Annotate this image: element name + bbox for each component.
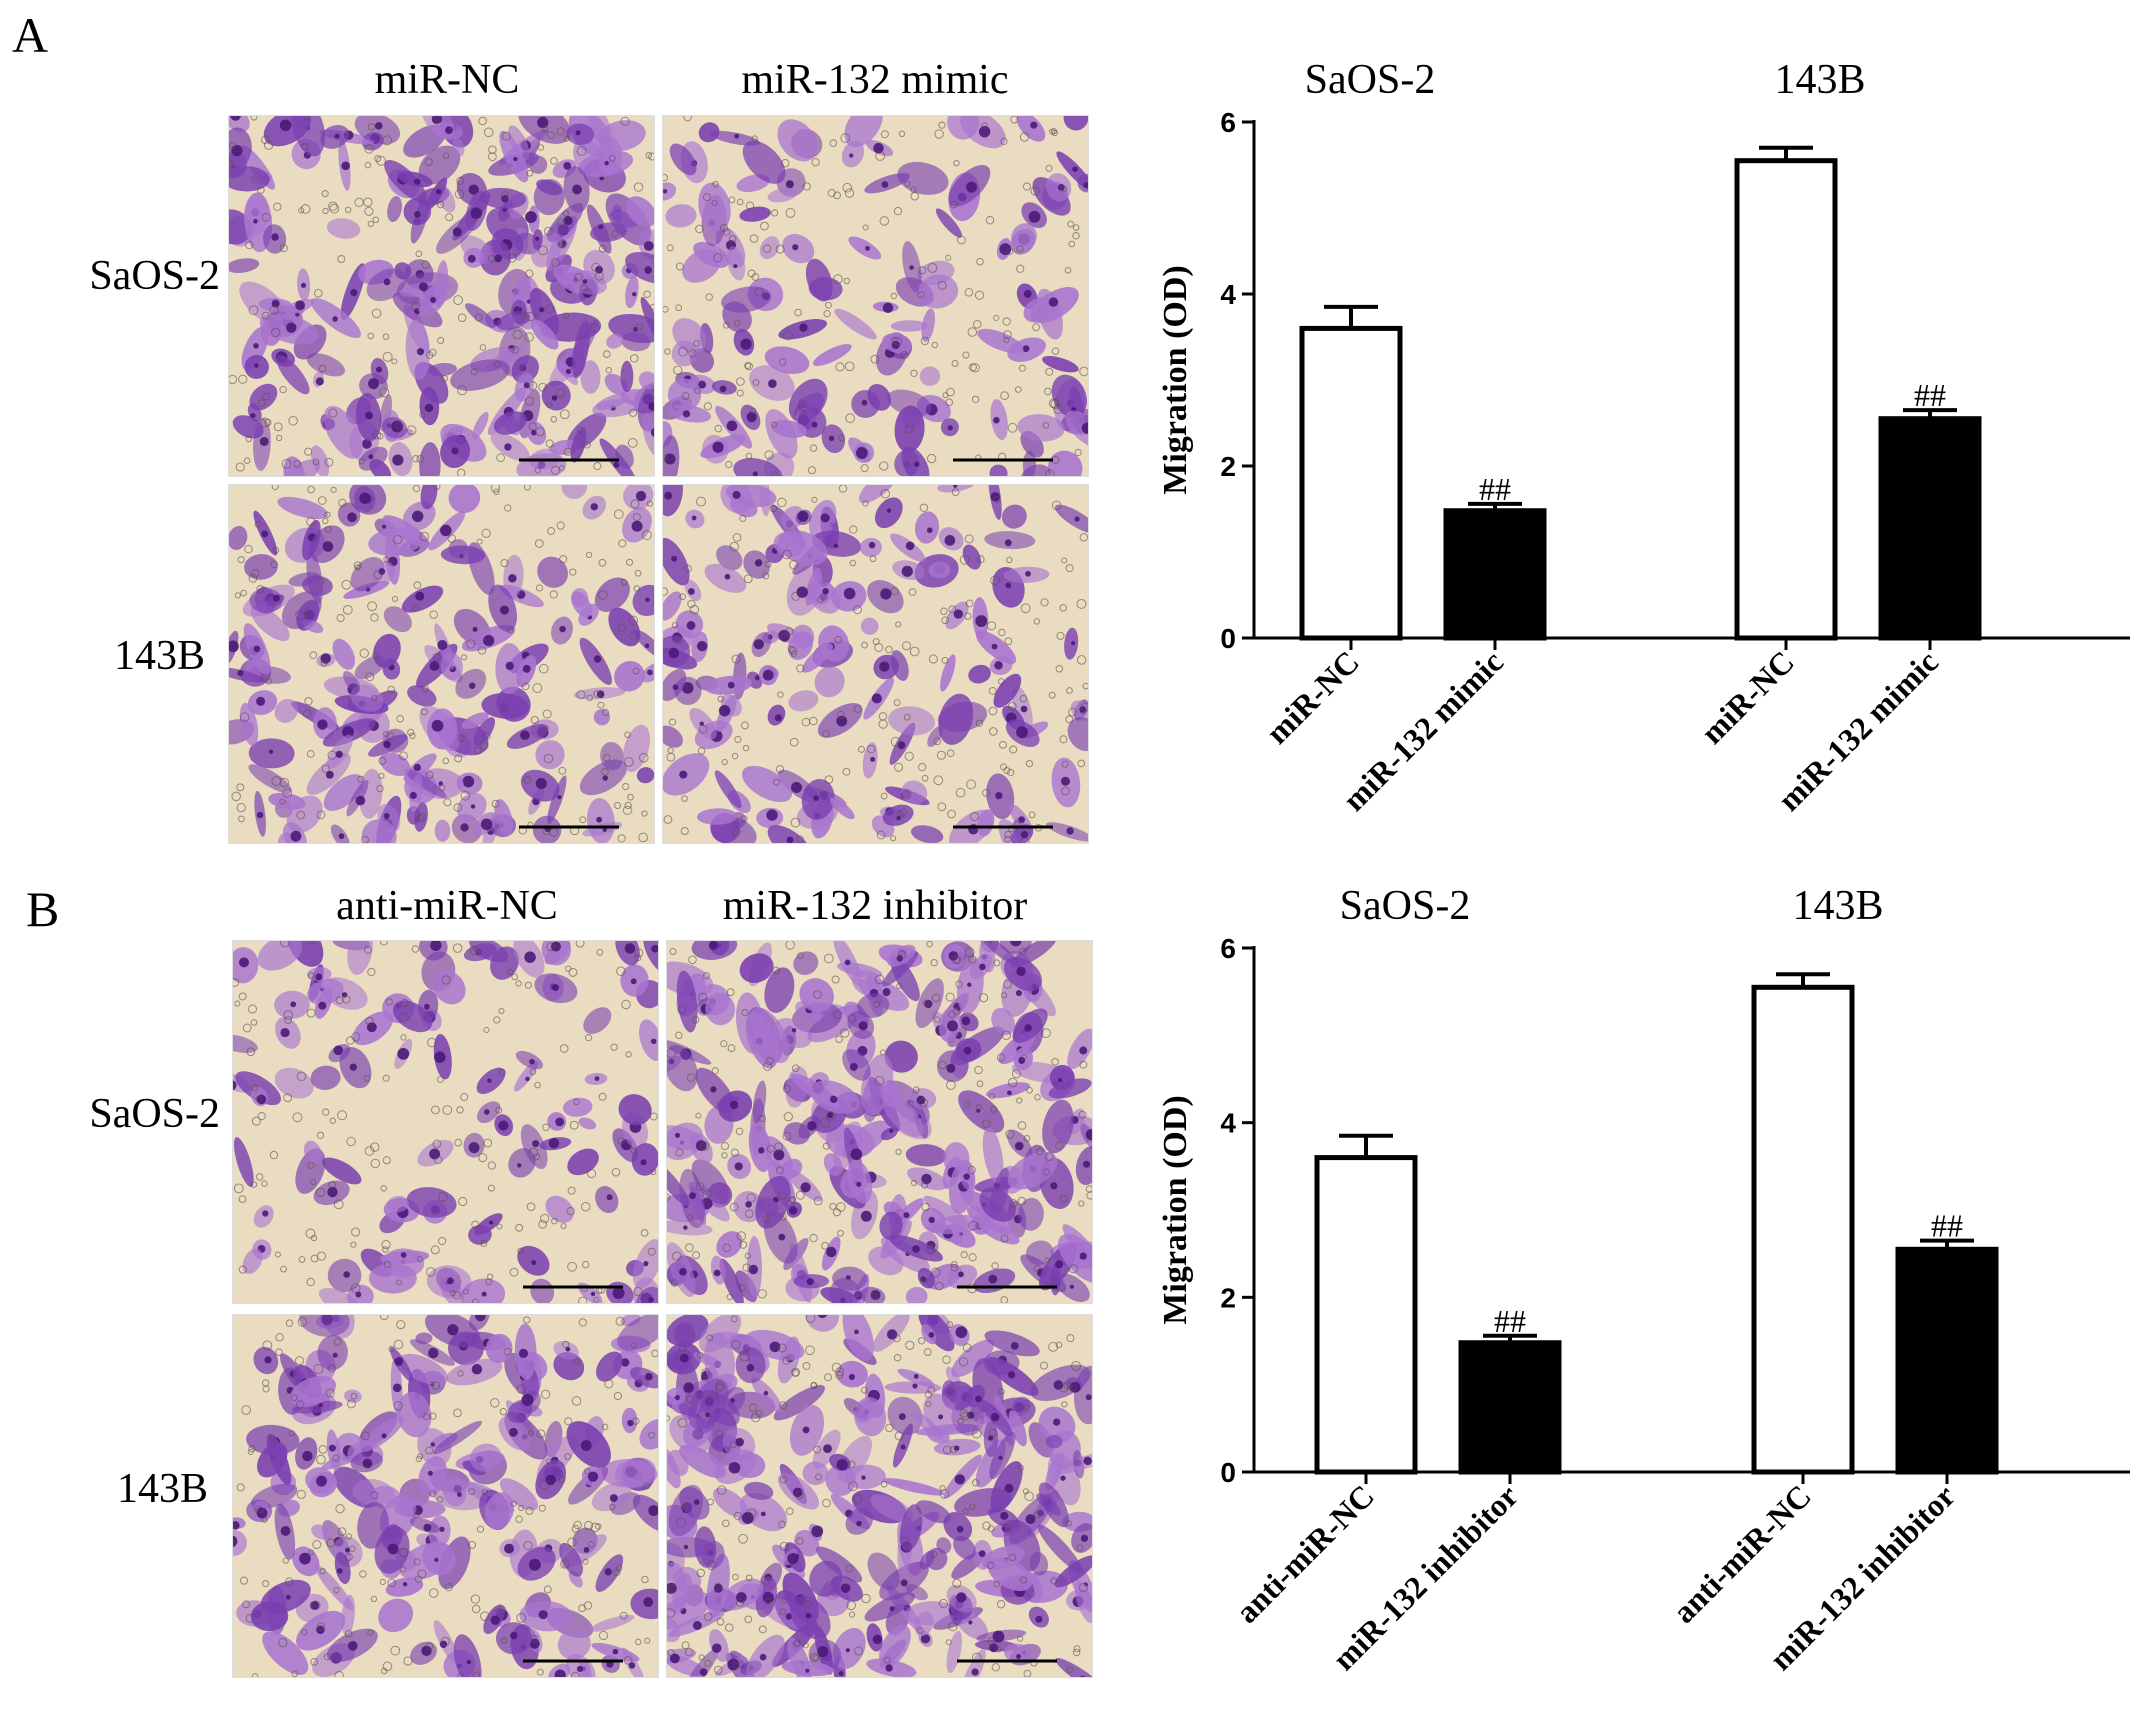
micrograph-texture [233,1315,658,1677]
bar-treatment [1458,1340,1562,1475]
column-title-mir-132-mimic: miR-132 mimic [741,57,1009,103]
row-label-143b: 143B [113,633,205,679]
y-tick-label: 4 [1220,279,1236,310]
micrograph-a-143b-control [228,484,655,844]
micrograph-b-saos2-control [232,940,659,1304]
x-tick-label: anti-miR-NC [1229,1477,1381,1629]
x-tick-label: miR-NC [1259,643,1366,750]
row-label-saos-2: SaOS-2 [89,253,220,299]
significance-annotation: ## [1931,1208,1963,1244]
chart-a-group-title-143b: 143B [1774,57,1866,103]
y-tick-label: 6 [1220,107,1236,138]
chart-b-group-title-143b: 143B [1792,883,1884,929]
significance-annotation: ## [1914,377,1946,413]
y-tick-label: 4 [1220,1108,1236,1139]
micrograph-texture [667,1315,1092,1677]
y-tick-label: 2 [1220,451,1236,482]
column-title-anti-mir-nc: anti-miR-NC [336,883,558,929]
micrograph-b-saos2-inhibitor [666,940,1093,1304]
x-tick-label: anti-miR-NC [1666,1477,1818,1629]
significance-annotation: ## [1479,471,1511,507]
micrograph-texture [663,116,1088,476]
row-label-saos-2: SaOS-2 [89,1091,220,1137]
micrograph-texture [663,485,1088,843]
micrograph-texture [233,941,658,1303]
bar-treatment [1895,1246,1999,1475]
bar-control [1751,984,1855,1475]
bar-treatment [1878,416,1982,641]
panel-letter-b: B [26,881,60,937]
y-axis-label: Migration (OD) [1157,1095,1194,1324]
x-tick-label: miR-NC [1694,643,1801,750]
y-tick-label: 0 [1220,623,1236,654]
micrograph-a-143b-mimic [662,484,1089,844]
y-tick-label: 6 [1220,933,1236,964]
micrograph-a-saos2-control [228,115,655,477]
significance-annotation: ## [1494,1303,1526,1339]
micrograph-b-143b-control [232,1314,659,1678]
y-axis-label: Migration (OD) [1157,265,1194,494]
bar-control [1314,1155,1418,1475]
micrograph-a-saos2-mimic [662,115,1089,477]
column-title-mir-132-inhibitor: miR-132 inhibitor [722,883,1028,929]
chart-b-group-title-saos-2: SaOS-2 [1339,883,1471,929]
y-tick-label: 0 [1220,1457,1236,1488]
column-title-mir-nc: miR-NC [374,57,520,103]
bar-control [1299,325,1403,641]
bar-control [1734,158,1838,641]
micrograph-texture [229,485,654,843]
y-tick-label: 2 [1220,1282,1236,1313]
row-label-143b: 143B [116,1466,208,1512]
panel-letter-a: A [12,7,49,63]
bar-treatment [1443,508,1547,641]
micrograph-texture [667,941,1092,1303]
micrograph-b-143b-inhibitor [666,1314,1093,1678]
chart-a-group-title-saos-2: SaOS-2 [1304,57,1436,103]
micrograph-texture [229,116,654,476]
